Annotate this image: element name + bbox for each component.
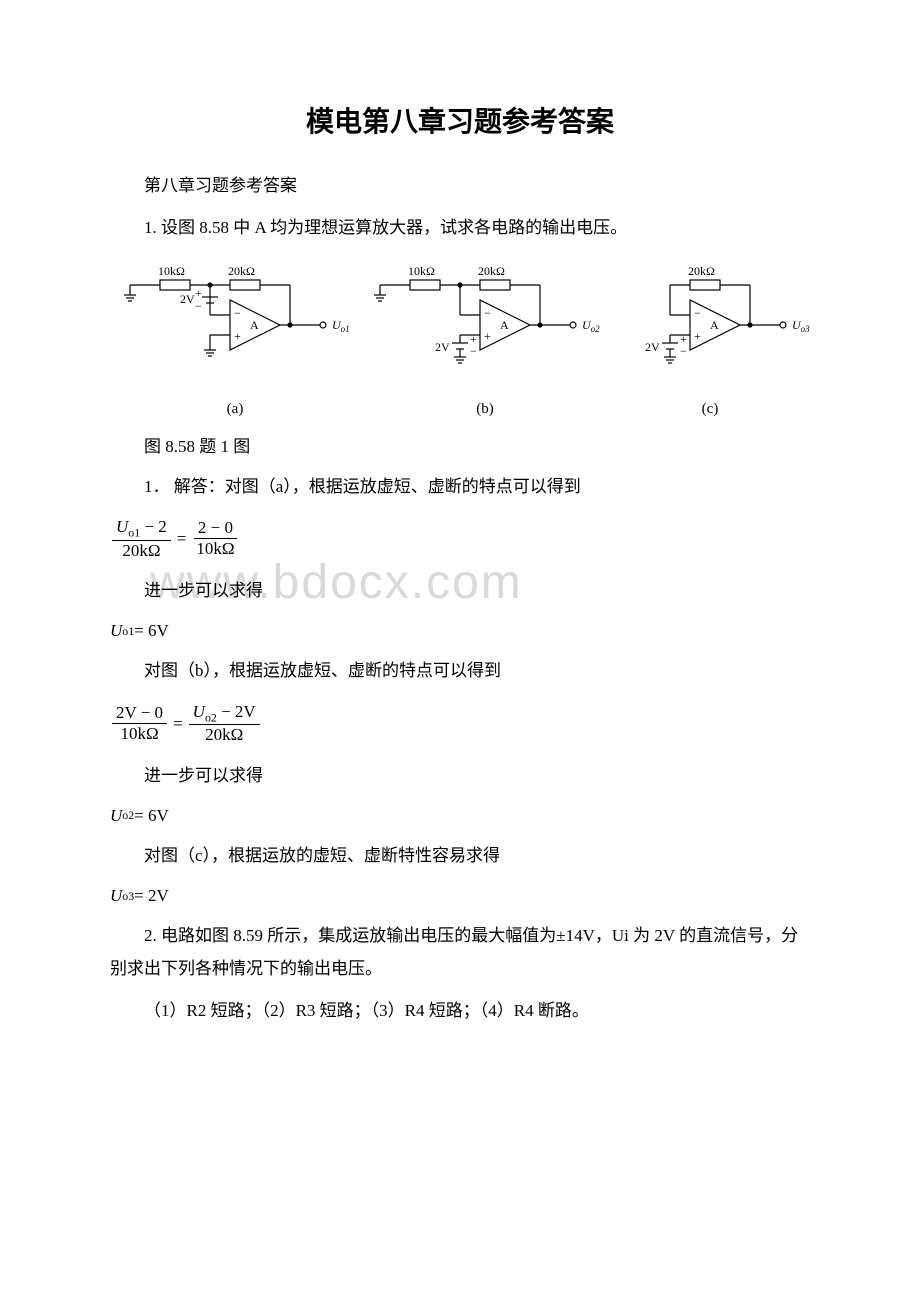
equation-2: 2V − 0 10kΩ = Uo2 − 2V 20kΩ — [110, 702, 810, 746]
question-2-items: （1）R2 短路；（2）R3 短路；（3）R4 短路；（4）R4 断路。 — [110, 995, 810, 1027]
svg-text:2V: 2V — [180, 292, 195, 306]
svg-text:−: − — [234, 306, 241, 320]
further-2: 进一步可以求得 — [110, 760, 810, 792]
figure-caption: 图 8.58 题 1 图 — [110, 432, 810, 457]
result-2: Uo2 = 6V — [110, 806, 810, 826]
svg-text:A: A — [710, 318, 719, 332]
page-title: 模电第八章习题参考答案 — [110, 100, 810, 140]
solution-c: 对图（c），根据运放的虚短、虚断特性容易求得 — [110, 840, 810, 872]
svg-text:A: A — [500, 318, 509, 332]
svg-text:+: + — [484, 329, 491, 343]
svg-text:20kΩ: 20kΩ — [688, 264, 715, 278]
caption-c: (c) — [610, 401, 810, 418]
svg-text:20kΩ: 20kΩ — [478, 264, 505, 278]
svg-text:20kΩ: 20kΩ — [228, 264, 255, 278]
svg-text:−: − — [694, 306, 701, 320]
svg-text:Uo3: Uo3 — [792, 318, 810, 334]
solution-1-intro: 1． 解答：对图（a），根据运放虚短、虚断的特点可以得到 — [110, 471, 810, 503]
figure-8-58: 10kΩ 20kΩ 2V + − − + A Uo1 (a) — [110, 255, 810, 418]
svg-text:Uo2: Uo2 — [582, 318, 600, 334]
svg-text:+: + — [234, 329, 241, 343]
svg-text:10kΩ: 10kΩ — [408, 264, 435, 278]
caption-a: (a) — [110, 401, 360, 418]
result-1: Uo1 = 6V — [110, 621, 810, 641]
svg-text:−: − — [470, 344, 477, 358]
circuit-b: 10kΩ 20kΩ 2V + − − + A Uo2 (b) — [360, 255, 610, 418]
question-1: 1. 设图 8.58 中 A 均为理想运算放大器，试求各电路的输出电压。 — [110, 212, 810, 244]
svg-text:Uo1: Uo1 — [332, 318, 350, 334]
further-1: 进一步可以求得 — [110, 575, 810, 607]
svg-text:+: + — [195, 286, 202, 300]
svg-text:+: + — [694, 329, 701, 343]
equation-1: Uo1 − 2 20kΩ = 2 − 0 10kΩ — [110, 517, 810, 561]
result-3: Uo3 = 2V — [110, 886, 810, 906]
svg-text:A: A — [250, 318, 259, 332]
circuit-c: 20kΩ 2V + − − + A Uo3 (c) — [610, 255, 810, 418]
question-2: 2. 电路如图 8.59 所示，集成运放输出电压的最大幅值为±14V，Ui 为 … — [110, 920, 810, 985]
solution-b: 对图（b），根据运放虚短、虚断的特点可以得到 — [110, 655, 810, 687]
svg-text:10kΩ: 10kΩ — [158, 264, 185, 278]
svg-text:−: − — [484, 306, 491, 320]
svg-text:2V: 2V — [435, 340, 450, 354]
caption-b: (b) — [360, 401, 610, 418]
subtitle: 第八章习题参考答案 — [110, 170, 810, 202]
svg-text:−: − — [195, 299, 202, 313]
circuit-a: 10kΩ 20kΩ 2V + − − + A Uo1 (a) — [110, 255, 360, 418]
svg-text:2V: 2V — [645, 340, 660, 354]
svg-text:−: − — [680, 344, 687, 358]
